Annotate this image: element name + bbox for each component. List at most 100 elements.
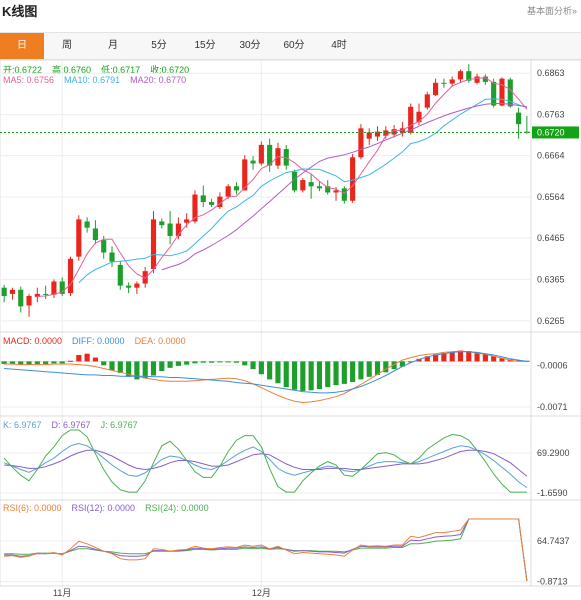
- macd-tick-label: -0.0071: [537, 402, 568, 412]
- ma5-value: MA5: 0.6756: [3, 75, 55, 85]
- macd-bar: [499, 358, 505, 362]
- macd-bar: [424, 356, 430, 362]
- candle: [59, 281, 65, 294]
- candle: [374, 131, 381, 137]
- candle: [449, 79, 455, 84]
- candle: [491, 81, 497, 106]
- candle: [308, 182, 314, 187]
- rsi24-value: RSI(24): 0.0000: [145, 503, 209, 513]
- candle: [482, 76, 488, 82]
- tab-week[interactable]: 周: [62, 40, 72, 51]
- j-value: J: 6.9767: [100, 420, 138, 430]
- candle: [258, 144, 264, 164]
- rsi-tick-label: -0.8713: [537, 577, 568, 587]
- candle: [200, 195, 206, 203]
- d-line: [4, 449, 528, 477]
- macd-bar: [208, 361, 215, 363]
- macd-bar: [333, 361, 339, 386]
- tab-month[interactable]: 月: [108, 40, 118, 51]
- macd-bar: [43, 361, 49, 364]
- macd-bar: [59, 361, 65, 364]
- macd-bar: [225, 361, 231, 363]
- candle: [150, 219, 157, 270]
- macd-bar: [291, 361, 298, 390]
- kdj-panel: [0, 415, 581, 501]
- macd-bar: [433, 354, 439, 362]
- candle: [358, 128, 364, 158]
- ma20-line: [161, 103, 527, 271]
- candle: [408, 106, 414, 133]
- macd-bar: [217, 361, 223, 363]
- macd-bar: [441, 353, 447, 362]
- candle: [341, 188, 347, 201]
- macd-bar: [184, 361, 190, 365]
- candle: [499, 78, 505, 106]
- candle: [18, 289, 24, 307]
- candle: [433, 82, 439, 96]
- ma5-line: [37, 77, 528, 297]
- j-line: [3, 429, 527, 493]
- price-tick-label: 0.6564: [537, 192, 565, 202]
- tab-4hour[interactable]: 4时: [331, 40, 347, 51]
- fundamental-analysis-link[interactable]: 基本面分析»: [526, 6, 577, 16]
- candle: [267, 144, 273, 166]
- macd-bar: [283, 361, 289, 388]
- macd-bar: [466, 351, 472, 362]
- candle: [466, 71, 472, 81]
- candle: [457, 71, 464, 80]
- k-value: K: 6.9767: [3, 420, 42, 430]
- macd-bar: [18, 361, 24, 365]
- candle: [184, 219, 190, 223]
- tab-15min[interactable]: 15分: [194, 40, 216, 51]
- macd-bar: [449, 351, 455, 362]
- macd-bar: [51, 361, 57, 364]
- macd-bar: [67, 360, 74, 362]
- candle: [26, 295, 32, 306]
- rsi24-line: [4, 518, 528, 582]
- candle: [474, 76, 480, 83]
- macd-bar: [250, 361, 256, 370]
- candle: [383, 130, 389, 136]
- macd-bar: [258, 361, 264, 375]
- macd-bar: [399, 361, 405, 367]
- candle: [316, 186, 323, 189]
- tab-30min[interactable]: 30分: [239, 40, 261, 51]
- candle: [424, 94, 430, 108]
- diff-line: [4, 350, 527, 404]
- dea-value: DEA: 0.0000: [134, 336, 186, 346]
- kdj-tick-label: -1.6590: [537, 488, 568, 498]
- ma10-value: MA10: 0.6791: [64, 75, 121, 85]
- macd-tick-label: -0.0006: [537, 360, 568, 370]
- tab-5min[interactable]: 5分: [151, 40, 167, 51]
- macd-bar: [84, 353, 90, 362]
- macd-bar: [150, 361, 157, 376]
- open-value: 开:0.6722: [3, 65, 43, 75]
- macd-bar: [491, 356, 497, 362]
- macd-panel: [0, 331, 581, 417]
- candle: [67, 258, 74, 294]
- candle: [250, 160, 256, 164]
- page-title: K线图: [2, 4, 38, 19]
- macd-bar: [200, 361, 206, 363]
- candle: [524, 131, 530, 133]
- candle: [192, 194, 198, 222]
- candle: [391, 129, 397, 135]
- macd-bar: [308, 361, 314, 391]
- rsi-panel: [0, 499, 581, 587]
- macd-bar: [76, 354, 82, 362]
- macd-bar: [92, 357, 98, 362]
- tab-60min[interactable]: 60分: [283, 40, 305, 51]
- candle: [175, 223, 181, 236]
- tab-day[interactable]: 日: [0, 33, 44, 59]
- macd-bar: [101, 361, 107, 366]
- price-tick-label: 0.6664: [537, 151, 565, 161]
- price-tick-label: 0.6465: [537, 233, 565, 243]
- candle: [117, 264, 123, 286]
- rsi6-value: RSI(6): 0.0000: [3, 503, 62, 513]
- candle: [34, 293, 40, 297]
- macd-bar: [26, 361, 32, 365]
- candle: [300, 180, 306, 191]
- candle: [507, 79, 513, 107]
- macd-bar: [325, 361, 331, 388]
- macd-bar: [515, 360, 522, 362]
